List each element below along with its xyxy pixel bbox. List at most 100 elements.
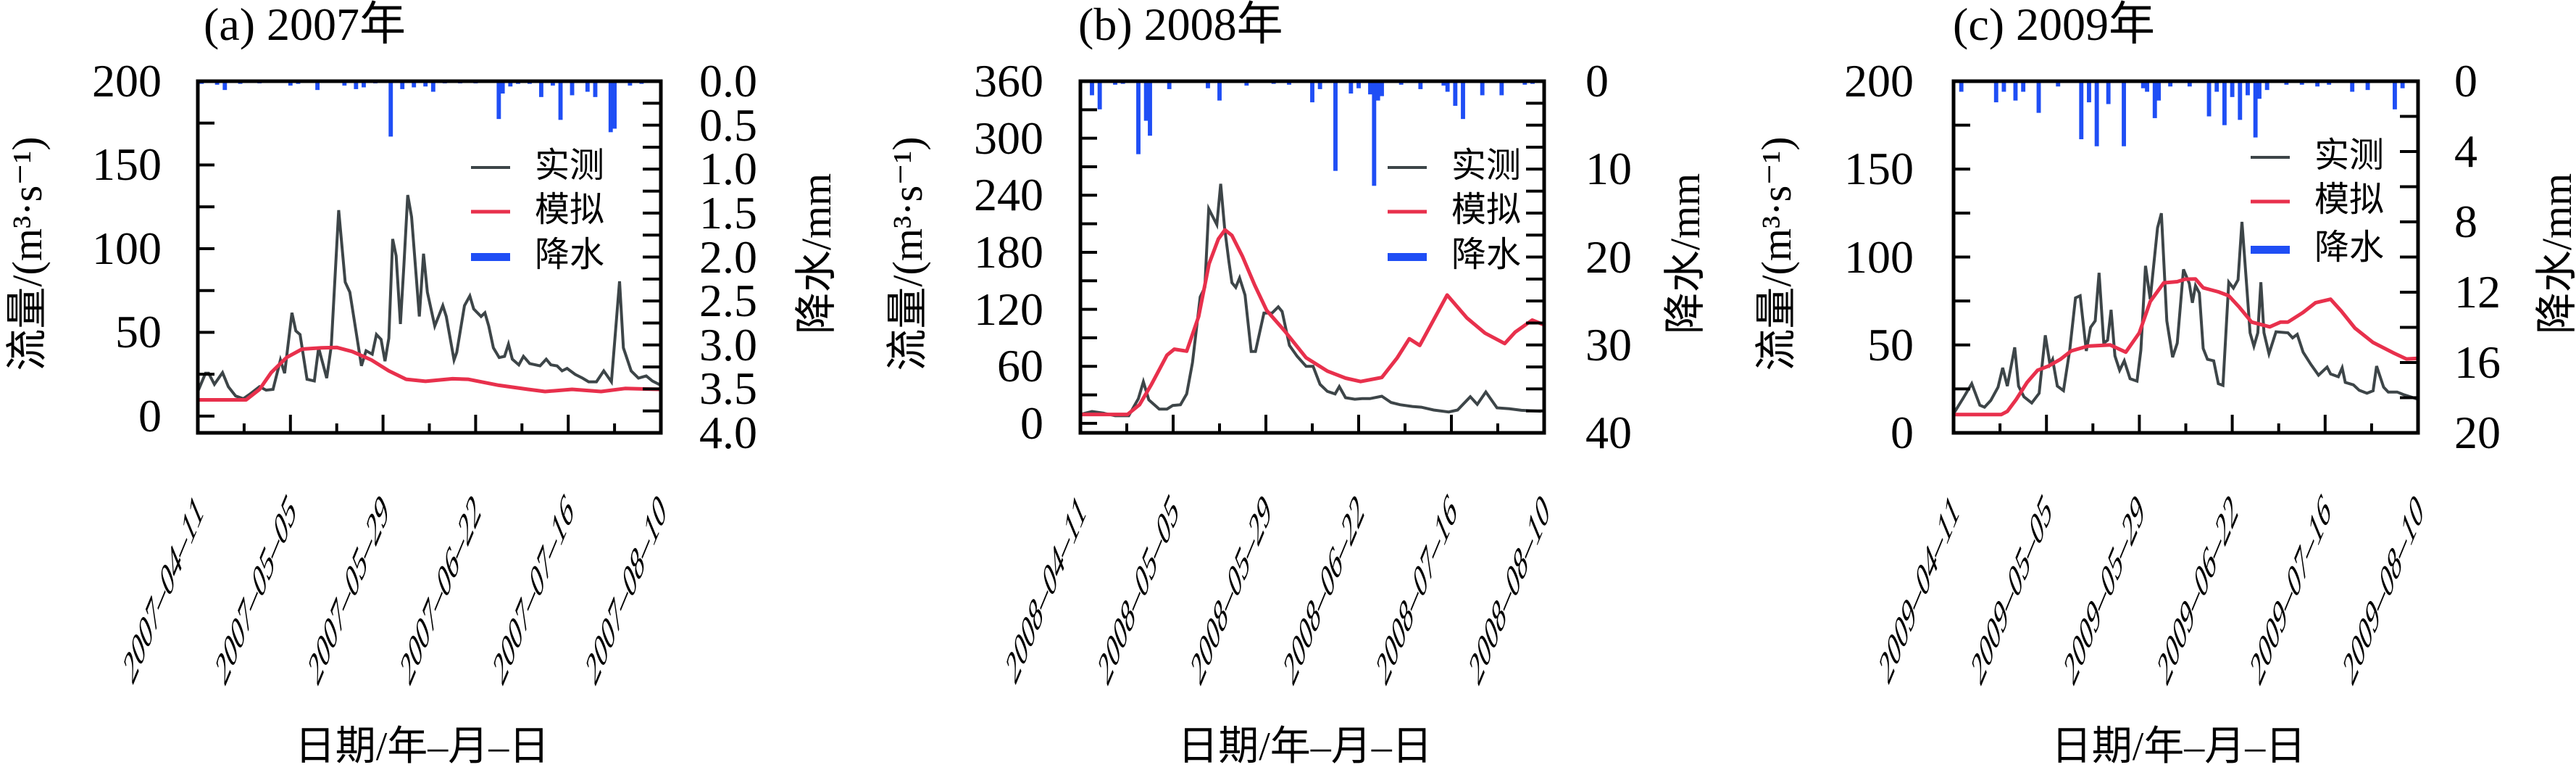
y-tick-label: 200 xyxy=(92,55,162,107)
rain-bar xyxy=(315,81,320,91)
observed-line xyxy=(196,194,662,401)
rain-bar xyxy=(400,81,405,89)
legend-rain-swatch xyxy=(1388,253,1427,261)
y-tick-label: 240 xyxy=(974,169,1043,221)
rain-bar xyxy=(342,81,347,86)
rain-bar xyxy=(1445,81,1450,92)
rain-bar xyxy=(2246,81,2250,96)
y2-tick-label: 2.5 xyxy=(699,275,757,327)
rain-bar xyxy=(2238,81,2243,120)
rain-bar xyxy=(2168,81,2173,87)
rain-bar xyxy=(2264,81,2269,91)
rain-bar xyxy=(612,81,617,129)
legend-label: 降水 xyxy=(2314,228,2385,267)
rain-bar xyxy=(2253,81,2258,138)
rain-bar xyxy=(1217,81,1222,101)
simulated-line xyxy=(1954,277,2419,417)
y2-tick-label: 40 xyxy=(1585,407,1632,458)
rain-bar xyxy=(1959,81,1964,92)
rain-bar xyxy=(2222,81,2227,125)
rain-bar xyxy=(2036,81,2041,113)
rain-bar xyxy=(1333,81,1338,171)
rain-bar xyxy=(628,81,633,86)
y2-tick-label: 4 xyxy=(2454,125,2477,177)
panel-title: (c) 2009年 xyxy=(1953,0,2156,50)
rain-bar xyxy=(2315,81,2320,87)
x-axis-title: 日期/年–月–日 xyxy=(2051,724,2306,769)
legend-label: 降水 xyxy=(1451,236,1522,274)
rain-bar xyxy=(2079,81,2084,140)
rain-bar xyxy=(2106,81,2111,104)
y2-tick-label: 20 xyxy=(1585,231,1632,283)
rain-bar xyxy=(1167,81,1172,89)
panel-title: (b) 2008年 xyxy=(1078,0,1283,50)
rain-bar xyxy=(2257,81,2262,99)
y2-axis-title: 降水/mm xyxy=(1662,173,1709,335)
rain-bar xyxy=(1136,81,1141,154)
y2-tick-label: 0 xyxy=(1585,55,1609,107)
rain-bar xyxy=(570,81,575,96)
panel-1 xyxy=(1078,79,1546,435)
y2-tick-label: 3.0 xyxy=(699,318,757,370)
rain-bar xyxy=(1317,81,1322,89)
rain-bar xyxy=(2087,81,2091,103)
rain-bar xyxy=(2206,81,2212,117)
rain-bar xyxy=(362,81,366,88)
rain-bar xyxy=(1310,81,1314,103)
plot-frame xyxy=(1078,79,1546,435)
rain-bar xyxy=(1375,81,1380,101)
rain-bar xyxy=(2145,81,2150,92)
plot-frame xyxy=(196,79,663,435)
panel-0 xyxy=(196,79,663,435)
x-axis-title: 日期/年–月–日 xyxy=(1177,724,1433,769)
y2-tick-label: 8 xyxy=(2454,196,2477,247)
panel-title: (a) 2007年 xyxy=(204,0,407,50)
y2-tick-label: 0 xyxy=(2454,55,2477,107)
legend-label: 降水 xyxy=(535,236,605,274)
rain-bar xyxy=(2122,81,2126,146)
plot-frame xyxy=(1951,79,2420,435)
rain-bar xyxy=(1380,81,1384,96)
y2-tick-label: 0.5 xyxy=(699,99,757,151)
rain-bar xyxy=(500,81,505,94)
y2-tick-label: 12 xyxy=(2454,266,2501,318)
y2-tick-label: 20 xyxy=(2454,407,2501,458)
observed-line xyxy=(1952,212,2419,415)
y-tick-label: 120 xyxy=(974,283,1043,335)
legend-label: 实测 xyxy=(535,146,605,185)
rain-bar xyxy=(1244,81,1249,86)
y-tick-label: 50 xyxy=(115,306,162,358)
rain-bar xyxy=(423,81,428,87)
y2-tick-label: 3.5 xyxy=(699,363,757,415)
y2-tick-label: 16 xyxy=(2454,336,2501,388)
y-tick-label: 60 xyxy=(997,340,1043,392)
rain-bar xyxy=(2187,81,2192,87)
legend-label: 模拟 xyxy=(2314,181,2385,219)
rain-bar xyxy=(430,81,435,92)
rain-bar xyxy=(508,81,513,87)
rain-bar xyxy=(1441,81,1446,86)
y-tick-label: 180 xyxy=(974,225,1043,278)
rain-bar xyxy=(2230,81,2235,97)
rain-bar xyxy=(2350,81,2355,92)
legend-label: 实测 xyxy=(1451,146,1522,185)
rain-bar xyxy=(1372,81,1377,186)
rain-bar xyxy=(1461,81,1465,120)
rain-bar xyxy=(1097,81,1102,109)
rain-bar xyxy=(1349,81,1354,94)
rain-bar xyxy=(496,81,501,120)
y-tick-label: 300 xyxy=(974,112,1043,164)
y2-tick-label: 4.0 xyxy=(699,407,757,458)
x-axis-title: 日期/年–月–日 xyxy=(294,724,550,769)
rain-bar xyxy=(585,81,590,92)
simulated-line xyxy=(198,345,662,402)
rain-bar xyxy=(1206,81,1210,88)
y2-tick-label: 1.0 xyxy=(699,143,757,195)
rain-bar xyxy=(2021,81,2026,92)
rain-bar xyxy=(2094,81,2099,146)
y-axis-title: 流量/(m³·s⁻¹) xyxy=(884,136,931,371)
y2-tick-label: 30 xyxy=(1585,318,1632,370)
rain-bar xyxy=(354,81,359,89)
rain-bar xyxy=(1148,81,1152,136)
